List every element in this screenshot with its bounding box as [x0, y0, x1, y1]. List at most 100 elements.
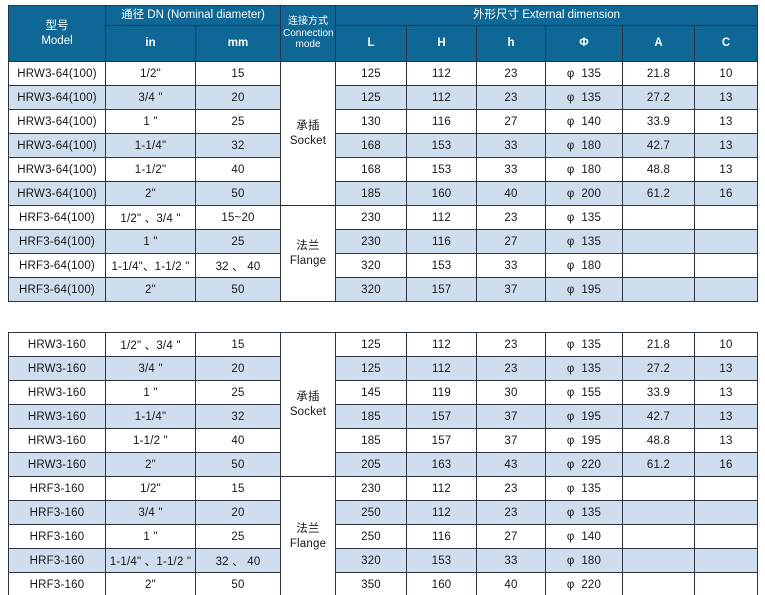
- cell-C: 13: [694, 356, 758, 381]
- cell-L: 125: [335, 61, 407, 86]
- cell-h: 23: [476, 356, 546, 381]
- table-row: HRF3-160 3/4 " 20 250 112 23 φ 135: [8, 500, 758, 525]
- table-row: HRW3-64(100) 1/2" 15 承插 Socket 125 112 23 φ 135 2…: [8, 61, 759, 206]
- table-row: HRF3-64(100) 1-1/4"、1-1/2 " 32 、 40 320 153 3…: [8, 253, 759, 278]
- cell-mm: 25: [195, 109, 281, 134]
- connection-label-en: Flange: [289, 537, 327, 550]
- cell-h: 23: [476, 61, 546, 86]
- cell-in: 1-1/2 ": [105, 428, 196, 453]
- table-row: HRW3-64(100) 1-1/4" 32 168 153 33 φ 180 42.7 13: [8, 133, 759, 158]
- connection-label-en: Flange: [289, 254, 327, 267]
- cell-model: HRF3-160: [8, 476, 106, 501]
- cell-in: 3/4 ": [105, 356, 196, 381]
- table-row: HRW3-160 1/2" 、3/4 " 15 承插 Socket 125 112 23 φ 1…: [8, 332, 758, 477]
- cell-C: 10: [693, 61, 759, 86]
- cell-h: 37: [476, 404, 546, 429]
- header-connection-zh: 连接方式: [288, 16, 328, 28]
- cell-phi: φ 135: [545, 332, 623, 357]
- cell-A: 61.2: [622, 452, 695, 477]
- cell-H: 153: [406, 133, 477, 158]
- cell-in: 3/4 ": [105, 500, 196, 525]
- cell-in: 1-1/4"、1-1/2 ": [105, 253, 196, 278]
- cell-mm: 25: [195, 524, 281, 549]
- cell-mm: 40: [195, 157, 281, 182]
- header-col-A: A: [622, 25, 695, 62]
- table-row: HRF3-64(100) 1/2" 、3/4 " 15~20 法兰 Flange 230 1…: [8, 205, 759, 302]
- cell-L: 320: [335, 548, 407, 573]
- header-model-en: Model: [41, 34, 73, 47]
- cell-in: 1/2" 、3/4 ": [105, 205, 196, 230]
- cell-model: HRW3-160: [8, 404, 106, 429]
- cell-in: 1 ": [105, 109, 196, 134]
- cell-A: 42.7: [622, 404, 695, 429]
- cell-mm: 25: [195, 229, 281, 254]
- cell-L: 185: [335, 181, 407, 206]
- cell-H: 160: [406, 572, 477, 595]
- cell-mm: 50: [195, 277, 281, 302]
- cell-model: HRW3-160: [8, 380, 106, 405]
- cell-A: 33.9: [622, 380, 695, 405]
- connection-label-zh: 承插: [296, 119, 320, 132]
- cell-mm: 32: [195, 404, 281, 429]
- cell-C: [694, 524, 758, 549]
- cell-C: 13: [694, 404, 758, 429]
- cell-model: HRF3-160: [8, 524, 106, 549]
- header-connection-en2: mode: [295, 39, 321, 51]
- cell-model: HRW3-64(100): [8, 61, 106, 86]
- cell-mm: 25: [195, 380, 281, 405]
- cell-h: 40: [476, 572, 546, 595]
- cell-L: 320: [335, 277, 407, 302]
- table-row: HRF3-64(100) 2" 50 320 157 37 φ 195: [8, 277, 759, 302]
- header-col-phi: Φ: [545, 25, 623, 62]
- cell-phi: φ 135: [545, 85, 623, 110]
- cell-H: 119: [406, 380, 477, 405]
- connection-label-zh: 法兰: [296, 522, 320, 535]
- cell-C: 13: [693, 85, 759, 110]
- cell-model: HRW3-160: [8, 356, 106, 381]
- header-external-dimension-group: 外形尺寸 External dimension: [334, 5, 759, 26]
- cell-model: HRW3-64(100): [8, 157, 106, 182]
- cell-mm: 50: [195, 452, 281, 477]
- cell-phi: φ 135: [545, 61, 623, 86]
- header-connection-mode: 连接方式 Connection mode: [280, 5, 336, 62]
- cell-A: 21.8: [622, 61, 695, 86]
- cell-mm: 20: [195, 85, 281, 110]
- cell-connection-mode: 法兰 Flange: [280, 205, 336, 302]
- table-row: HRW3-64(100) 1 " 25 130 116 27 φ 140 33.9 13: [8, 109, 759, 134]
- cell-in: 2": [105, 452, 196, 477]
- cell-phi: φ 200: [545, 181, 623, 206]
- cell-in: 1-1/4": [105, 404, 196, 429]
- cell-phi: φ 135: [545, 205, 623, 230]
- table-row: HRF3-64(100) 1 " 25 230 116 27 φ 135: [8, 229, 759, 254]
- cell-L: 205: [335, 452, 407, 477]
- table-row: HRW3-160 1 " 25 145 119 30 φ 155 33.9 13: [8, 380, 758, 405]
- cell-L: 230: [335, 205, 407, 230]
- table-row: HRW3-64(100) 3/4 " 20 125 112 23 φ 135 27.2 13: [8, 85, 759, 110]
- connection-label-zh: 法兰: [296, 239, 320, 252]
- cell-phi: φ 135: [545, 356, 623, 381]
- table-row: HRW3-160 2" 50 205 163 43 φ 220 61.2 16: [8, 452, 758, 477]
- cell-A: [622, 277, 695, 302]
- cell-A: 27.2: [622, 85, 695, 110]
- table-row: HRW3-160 1-1/4" 32 185 157 37 φ 195 42.7 13: [8, 404, 758, 429]
- table-row: HRF3-160 1-1/4" 、1-1/2 " 32 、 40 320 153 33 φ …: [8, 548, 758, 573]
- cell-model: HRF3-64(100): [8, 229, 106, 254]
- cell-model: HRF3-64(100): [8, 253, 106, 278]
- cell-C: 16: [693, 181, 759, 206]
- cell-A: [622, 500, 695, 525]
- cell-H: 163: [406, 452, 477, 477]
- cell-H: 116: [406, 524, 477, 549]
- cell-phi: φ 155: [545, 380, 623, 405]
- cell-in: 1 ": [105, 524, 196, 549]
- cell-A: 61.2: [622, 181, 695, 206]
- cell-mm: 40: [195, 428, 281, 453]
- cell-H: 153: [406, 157, 477, 182]
- cell-C: [693, 253, 759, 278]
- cell-phi: φ 195: [545, 404, 623, 429]
- cell-C: 13: [693, 157, 759, 182]
- cell-A: 48.8: [622, 157, 695, 182]
- cell-phi: φ 220: [545, 452, 623, 477]
- cell-in: 1-1/4" 、1-1/2 ": [105, 548, 196, 573]
- table-header: 型号 Model 通径 DN (Nominal diameter) 连接方式 C…: [8, 5, 759, 62]
- cell-C: [694, 572, 758, 595]
